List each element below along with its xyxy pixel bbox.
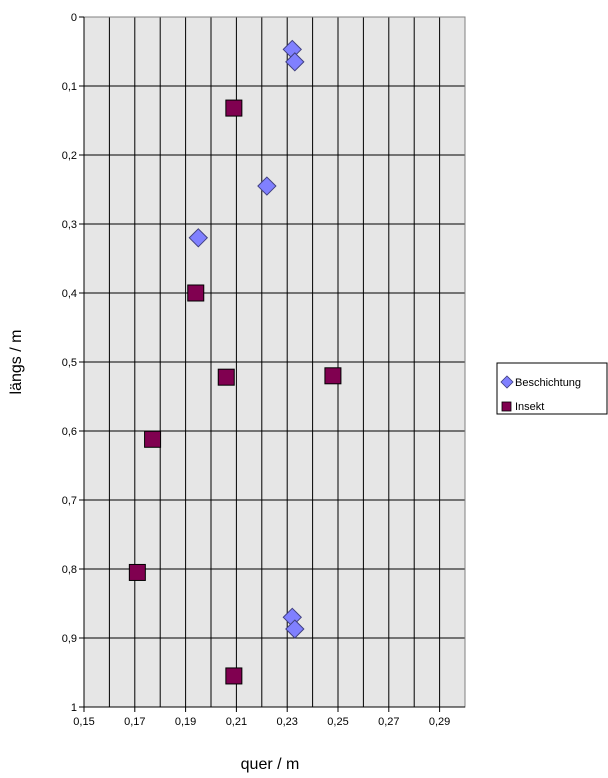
y-tick-label: 0,4 [62, 288, 77, 300]
legend-diamond-marker [500, 375, 514, 389]
insekt-point [144, 430, 162, 448]
x-tick-label: 0,27 [378, 716, 399, 728]
legend-item-insekt: Insekt [501, 401, 544, 413]
x-tick-label: 0,15 [73, 716, 94, 728]
insekt-point [324, 367, 342, 385]
y-tick-label: 0,1 [62, 81, 77, 93]
legend-label-beschichtung: Beschichtung [515, 377, 581, 389]
x-tick-label: 0,19 [175, 716, 196, 728]
beschichtung-point [285, 619, 305, 639]
insekt-point [187, 284, 205, 302]
x-tick-label: 0,25 [327, 716, 348, 728]
y-tick-label: 0,8 [62, 564, 77, 576]
beschichtung-point [257, 176, 277, 196]
x-tick-label: 0,17 [124, 716, 145, 728]
x-tick-label: 0,23 [276, 716, 297, 728]
legend-item-beschichtung: Beschichtung [500, 375, 581, 389]
x-axis-title: quer / m [241, 756, 300, 773]
y-tick-label: 0,6 [62, 426, 77, 438]
legend: Beschichtung Insekt [496, 362, 608, 415]
legend-box [496, 362, 608, 415]
y-axis-title: längs / m [8, 330, 25, 395]
y-tick-label: 0,2 [62, 150, 77, 162]
y-tick-label: 0,7 [62, 495, 77, 507]
x-tick-label: 0,21 [226, 716, 247, 728]
x-tick-label: 0,29 [429, 716, 450, 728]
insekt-point [225, 667, 243, 685]
y-tick-label: 1 [71, 702, 77, 714]
insekt-point [217, 368, 235, 386]
beschichtung-point [188, 228, 209, 248]
insekt-point [225, 99, 243, 117]
legend-square-marker [501, 401, 512, 412]
beschichtung-point [285, 52, 305, 72]
y-tick-label: 0,3 [62, 219, 77, 231]
y-tick-label: 0,9 [62, 633, 77, 645]
legend-label-insekt: Insekt [515, 401, 544, 413]
y-tick-label: 0,5 [62, 357, 77, 369]
insekt-point [128, 563, 146, 581]
y-tick-label: 0 [71, 12, 77, 24]
